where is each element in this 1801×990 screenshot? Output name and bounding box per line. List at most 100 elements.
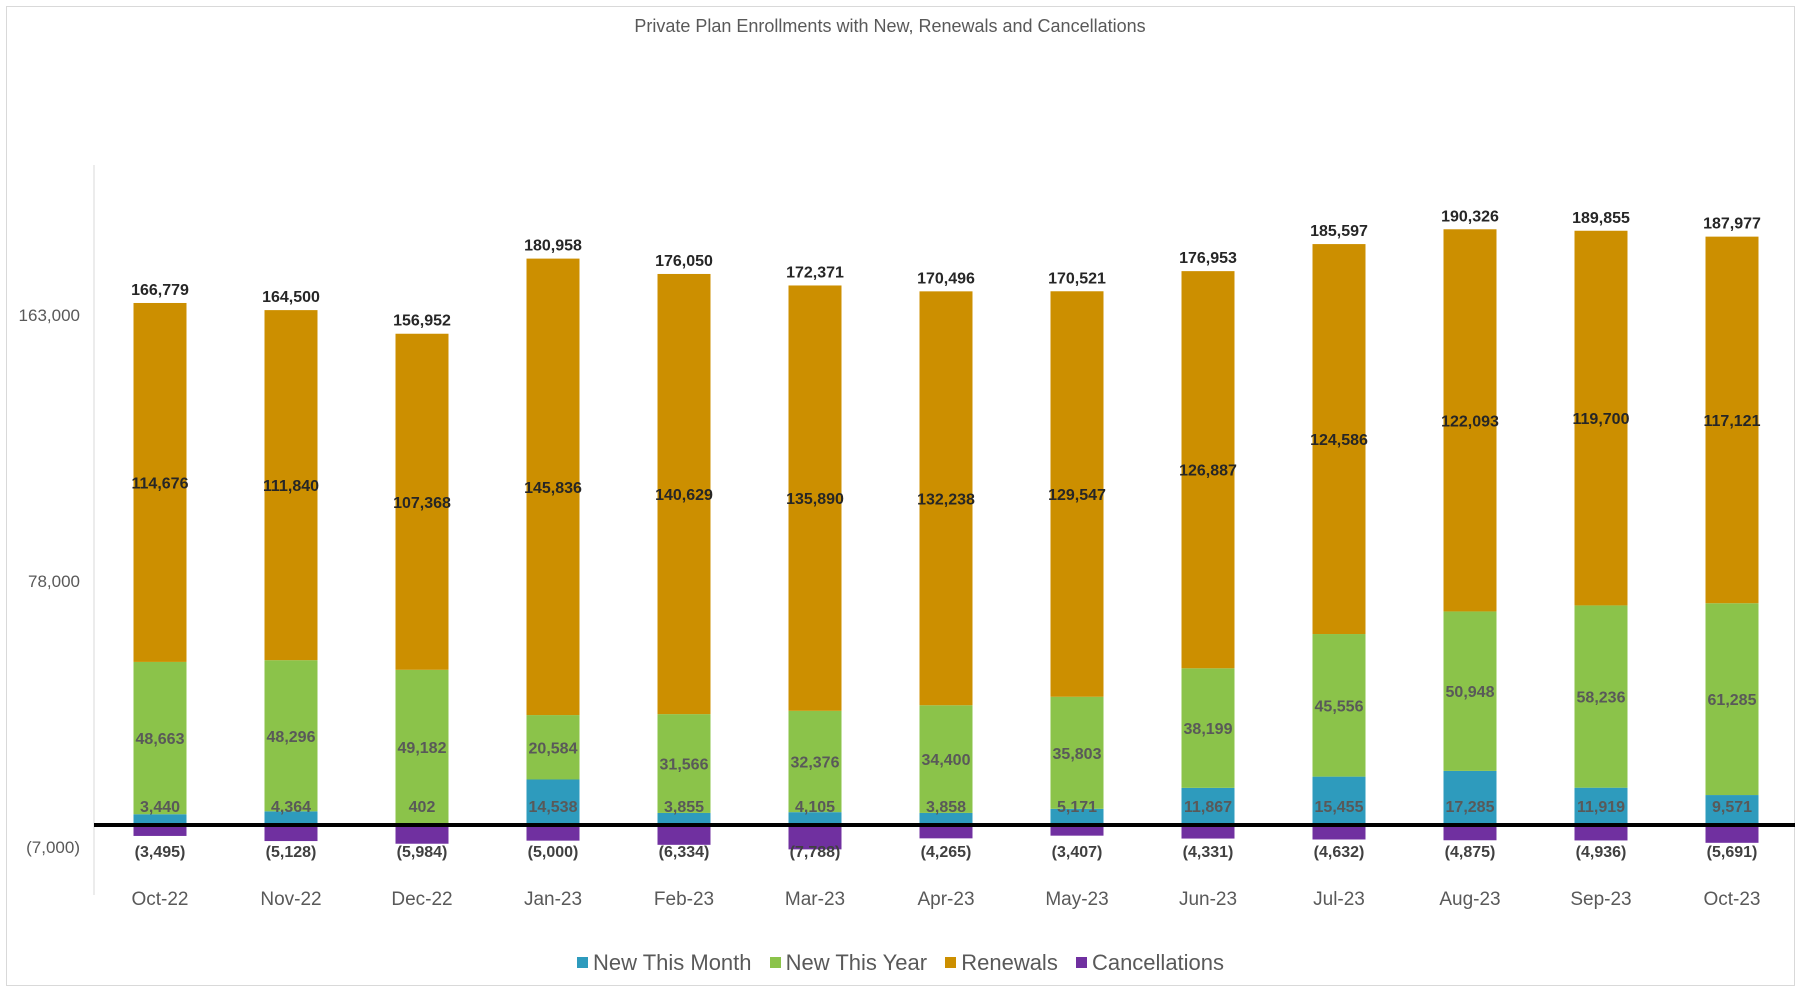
data-label-new-this-month: 4,105 xyxy=(795,799,835,816)
total-label: 189,855 xyxy=(1572,210,1630,227)
data-label-new-this-year: 61,285 xyxy=(1708,692,1757,709)
total-label: 185,597 xyxy=(1310,223,1368,240)
data-label-cancellations: (5,691) xyxy=(1707,844,1758,861)
bar-new-this-year xyxy=(1312,634,1366,777)
data-label-renewals: 124,586 xyxy=(1310,432,1368,449)
bar-renewals xyxy=(1705,236,1759,604)
data-label-new-this-year: 31,566 xyxy=(660,757,709,774)
data-label-renewals: 107,368 xyxy=(393,495,451,512)
bar-renewals xyxy=(1050,291,1104,697)
bar-new-this-year xyxy=(919,705,973,813)
legend-swatch xyxy=(945,957,957,968)
data-label-renewals: 122,093 xyxy=(1441,413,1499,430)
bar-cancellations xyxy=(133,825,187,836)
bar-new-this-year xyxy=(657,714,711,813)
bar-new-this-year xyxy=(1574,605,1628,788)
data-label-renewals: 117,121 xyxy=(1704,413,1761,430)
bar-cancellations xyxy=(1181,825,1235,839)
bar-new-this-month xyxy=(1705,795,1759,825)
bar-new-this-month xyxy=(1443,770,1497,825)
legend-swatch xyxy=(769,957,781,968)
x-tick-label: Oct-22 xyxy=(131,889,188,910)
x-tick-label: Aug-23 xyxy=(1439,889,1500,910)
data-label-cancellations: (6,334) xyxy=(659,844,710,861)
data-label-new-this-year: 48,663 xyxy=(136,731,185,748)
bar-new-this-month xyxy=(526,779,580,825)
total-label: 170,496 xyxy=(917,270,975,287)
data-label-cancellations: (5,128) xyxy=(266,844,317,861)
data-label-new-this-year: 48,296 xyxy=(267,729,316,746)
legend-item-new-this-month: New This Month xyxy=(576,950,752,976)
y-tick-label: 78,000 xyxy=(28,572,80,591)
bar-cancellations xyxy=(919,825,973,839)
data-label-new-this-year: 20,584 xyxy=(529,740,578,757)
data-label-new-this-month: 3,855 xyxy=(664,799,704,816)
total-label: 166,779 xyxy=(131,282,189,299)
legend-item-new-this-year: New This Year xyxy=(769,950,927,976)
data-label-new-this-month: 15,455 xyxy=(1315,799,1364,816)
chart-title: Private Plan Enrollments with New, Renew… xyxy=(634,16,1146,36)
bar-renewals xyxy=(133,302,187,662)
bar-new-this-year xyxy=(526,715,580,780)
data-label-new-this-year: 58,236 xyxy=(1577,690,1626,707)
chart-frame xyxy=(6,6,1795,986)
bar-renewals xyxy=(919,291,973,706)
data-label-renewals: 140,629 xyxy=(655,487,713,504)
total-label: 170,521 xyxy=(1048,270,1106,287)
data-label-renewals: 126,887 xyxy=(1179,463,1237,480)
data-label-new-this-month: 14,538 xyxy=(529,799,578,816)
data-label-new-this-month: 11,919 xyxy=(1577,799,1625,816)
total-label: 172,371 xyxy=(786,264,844,281)
bar-new-this-month xyxy=(133,814,187,825)
legend-label: New This Month xyxy=(592,950,752,975)
bar-cancellations xyxy=(264,825,318,842)
data-label-new-this-year: 35,803 xyxy=(1053,746,1102,763)
data-label-renewals: 145,836 xyxy=(524,480,582,497)
bar-new-this-month xyxy=(264,811,318,825)
data-label-cancellations: (5,000) xyxy=(528,844,579,861)
bar-new-this-year xyxy=(395,669,449,824)
data-label-new-this-month: 11,867 xyxy=(1184,799,1232,816)
legend-item-renewals: Renewals xyxy=(945,950,1058,976)
x-tick-label: Jan-23 xyxy=(524,889,582,910)
bar-new-this-month xyxy=(788,812,842,825)
x-tick-label: Mar-23 xyxy=(785,889,845,910)
bar-new-this-year xyxy=(788,710,842,813)
legend-label: Cancellations xyxy=(1091,950,1225,975)
bar-new-this-year xyxy=(1181,668,1235,788)
legend-label: Renewals xyxy=(961,950,1058,975)
bar-new-this-year xyxy=(133,661,187,815)
data-label-renewals: 114,676 xyxy=(132,475,189,492)
data-label-renewals: 135,890 xyxy=(786,491,844,508)
bar-renewals xyxy=(657,273,711,715)
x-tick-label: Jun-23 xyxy=(1179,889,1237,910)
data-label-cancellations: (4,632) xyxy=(1314,844,1365,861)
data-label-cancellations: (4,936) xyxy=(1576,844,1627,861)
bar-renewals xyxy=(264,310,318,661)
bar-cancellations xyxy=(526,825,580,841)
bar-new-this-month xyxy=(919,812,973,825)
data-label-new-this-month: 3,440 xyxy=(140,799,180,816)
data-label-cancellations: (3,407) xyxy=(1052,844,1103,861)
data-label-cancellations: (5,984) xyxy=(397,844,448,861)
bar-renewals xyxy=(1181,271,1235,669)
bar-new-this-month xyxy=(1574,787,1628,825)
data-label-renewals: 111,840 xyxy=(263,478,319,495)
bar-new-this-year xyxy=(1705,603,1759,796)
total-label: 190,326 xyxy=(1441,208,1499,225)
total-label: 164,500 xyxy=(262,289,320,306)
data-label-new-this-month: 17,285 xyxy=(1446,799,1495,816)
total-label: 180,958 xyxy=(524,238,582,255)
bar-cancellations xyxy=(1574,825,1628,841)
bar-cancellations xyxy=(1312,825,1366,840)
bar-cancellations xyxy=(1050,825,1104,836)
data-label-new-this-year: 49,182 xyxy=(398,740,447,757)
data-label-renewals: 119,700 xyxy=(1573,411,1630,428)
data-label-new-this-year: 45,556 xyxy=(1315,698,1364,715)
total-label: 176,050 xyxy=(655,253,713,270)
data-label-renewals: 129,547 xyxy=(1048,487,1106,504)
bar-renewals xyxy=(1443,229,1497,612)
data-label-new-this-month: 3,858 xyxy=(926,799,966,816)
x-tick-label: Apr-23 xyxy=(917,889,974,910)
data-label-new-this-month: 9,571 xyxy=(1712,799,1752,816)
